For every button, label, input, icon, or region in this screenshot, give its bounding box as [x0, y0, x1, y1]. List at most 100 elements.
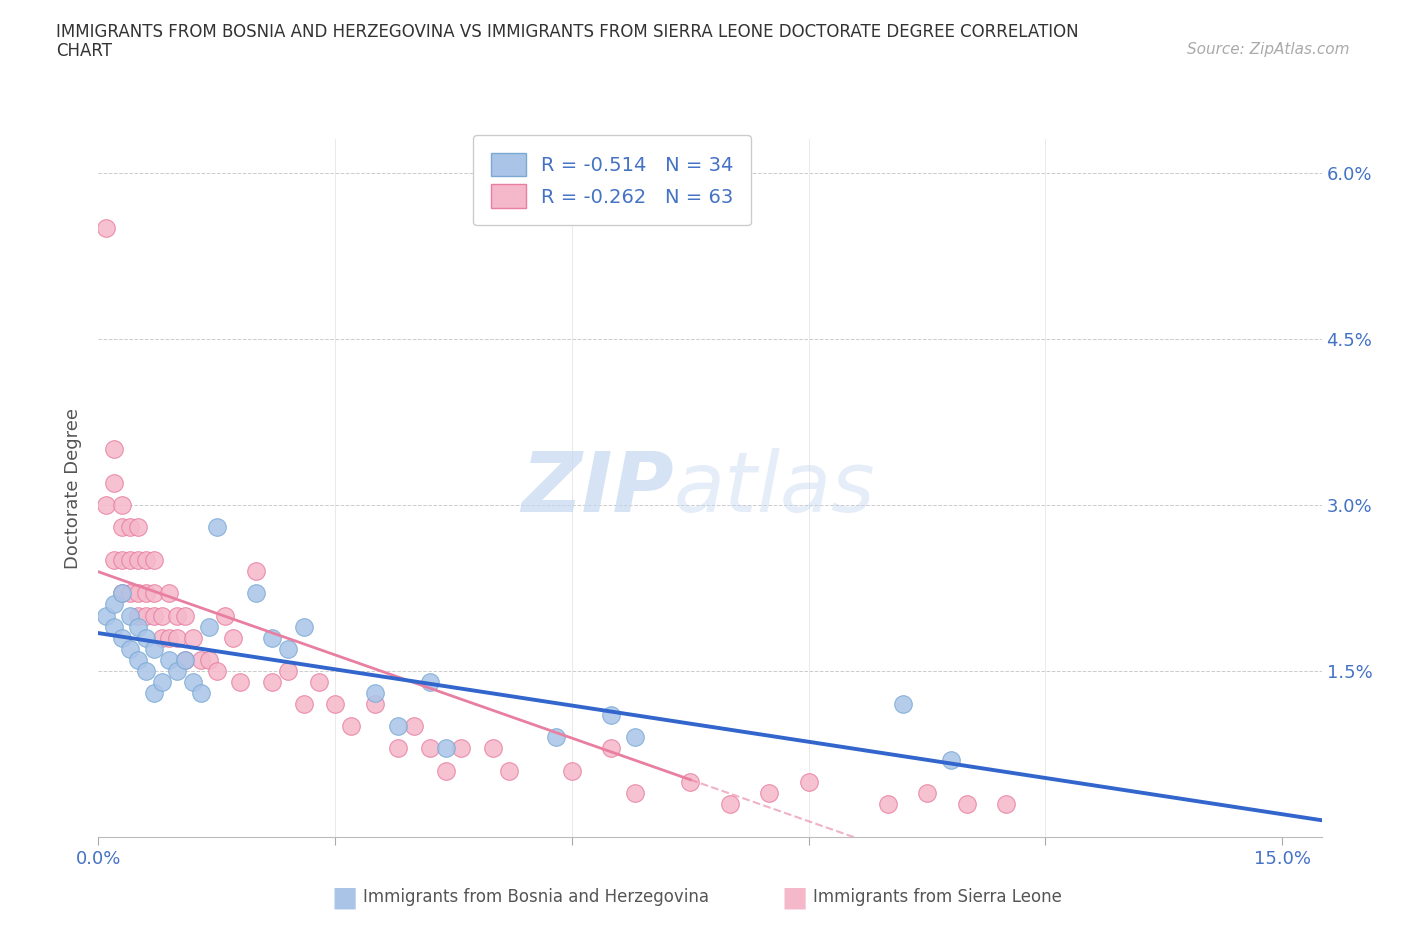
Point [127, 520, 149, 535]
Point [111, 586, 134, 601]
Point [718, 796, 741, 811]
Point [142, 552, 165, 567]
Point [600, 708, 623, 723]
Point [118, 520, 141, 535]
Text: ZIP: ZIP [520, 447, 673, 529]
Point [103, 597, 125, 612]
Point [159, 586, 181, 601]
Point [111, 586, 134, 601]
Point [387, 741, 409, 756]
Text: IMMIGRANTS FROM BOSNIA AND HERZEGOVINA VS IMMIGRANTS FROM SIERRA LEONE DOCTORATE: IMMIGRANTS FROM BOSNIA AND HERZEGOVINA V… [56, 23, 1078, 41]
Y-axis label: Doctorate Degree: Doctorate Degree [65, 407, 83, 569]
Point [221, 631, 243, 645]
Point [797, 774, 820, 789]
Point [277, 642, 299, 657]
Point [111, 552, 134, 567]
Point [166, 631, 188, 645]
Point [142, 642, 165, 657]
Point [150, 631, 173, 645]
Legend: R = -0.514   N = 34, R = -0.262   N = 63: R = -0.514 N = 34, R = -0.262 N = 63 [474, 135, 751, 225]
Point [174, 653, 197, 668]
Point [181, 631, 204, 645]
Point [127, 619, 149, 634]
Point [600, 741, 623, 756]
Point [174, 608, 197, 623]
Point [103, 619, 125, 634]
Point [111, 631, 134, 645]
Point [181, 674, 204, 689]
Point [96, 498, 118, 512]
Point [245, 564, 267, 578]
Point [166, 608, 188, 623]
Point [118, 642, 141, 657]
Point [292, 697, 315, 711]
Point [387, 719, 409, 734]
Point [205, 520, 228, 535]
Point [118, 586, 141, 601]
Text: Source: ZipAtlas.com: Source: ZipAtlas.com [1187, 42, 1350, 57]
Point [127, 586, 149, 601]
Point [994, 796, 1017, 811]
Point [939, 752, 962, 767]
Point [624, 730, 647, 745]
Point [419, 674, 441, 689]
Point [546, 730, 568, 745]
Point [174, 653, 197, 668]
Text: atlas: atlas [673, 447, 875, 529]
Point [561, 764, 583, 778]
Point [159, 653, 181, 668]
Point [127, 608, 149, 623]
Point [292, 619, 315, 634]
Point [260, 631, 283, 645]
Point [893, 697, 915, 711]
Point [96, 608, 118, 623]
Point [679, 774, 702, 789]
Text: Immigrants from Bosnia and Herzegovina: Immigrants from Bosnia and Herzegovina [363, 888, 709, 907]
Point [214, 608, 236, 623]
Text: CHART: CHART [56, 42, 112, 60]
Point [434, 741, 457, 756]
Point [915, 785, 938, 800]
Point [198, 653, 221, 668]
Point [135, 608, 157, 623]
Point [118, 608, 141, 623]
Point [624, 785, 647, 800]
Point [135, 631, 157, 645]
Point [260, 674, 283, 689]
Point [142, 586, 165, 601]
Point [150, 674, 173, 689]
Text: ■: ■ [782, 884, 807, 911]
Point [323, 697, 346, 711]
Point [876, 796, 898, 811]
Point [150, 608, 173, 623]
Point [111, 498, 134, 512]
Point [205, 663, 228, 678]
Point [955, 796, 977, 811]
Point [229, 674, 252, 689]
Point [111, 520, 134, 535]
Point [498, 764, 520, 778]
Point [419, 741, 441, 756]
Point [96, 220, 118, 235]
Point [363, 697, 385, 711]
Point [159, 631, 181, 645]
Point [277, 663, 299, 678]
Point [127, 653, 149, 668]
Point [198, 619, 221, 634]
Point [103, 475, 125, 490]
Text: Immigrants from Sierra Leone: Immigrants from Sierra Leone [813, 888, 1062, 907]
Point [450, 741, 472, 756]
Point [340, 719, 363, 734]
Point [308, 674, 330, 689]
Point [404, 719, 426, 734]
Point [190, 653, 212, 668]
Point [135, 663, 157, 678]
Point [245, 586, 267, 601]
Point [190, 685, 212, 700]
Point [142, 608, 165, 623]
Point [166, 663, 188, 678]
Point [363, 685, 385, 700]
Point [434, 764, 457, 778]
Point [142, 685, 165, 700]
Text: ■: ■ [332, 884, 357, 911]
